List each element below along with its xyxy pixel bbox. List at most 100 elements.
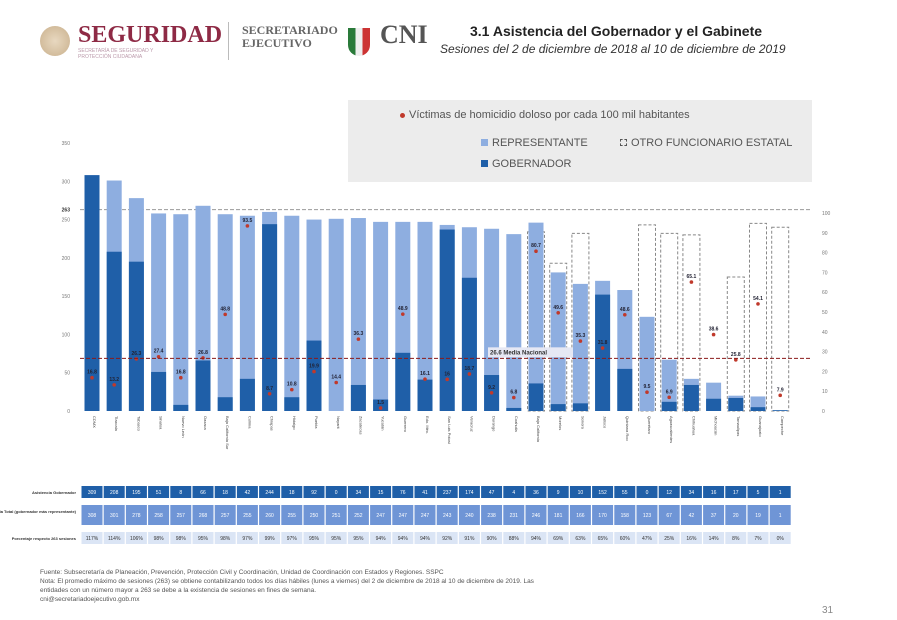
table-cell — [303, 486, 325, 498]
table-cell — [214, 486, 236, 498]
table-cell — [103, 532, 125, 544]
table-cell — [636, 532, 658, 544]
state-label: Guerrero — [403, 416, 408, 433]
state-label: Veracruz — [469, 416, 474, 432]
table-cell-value: 4 — [512, 490, 515, 496]
right-axis-tick: 70 — [822, 270, 828, 276]
gobernador-bar — [128, 261, 144, 411]
table-cell — [170, 532, 192, 544]
page-title: 3.1 Asistencia del Gobernador y el Gabin… — [470, 23, 763, 39]
table-cell — [636, 486, 658, 498]
table-cell-value: 16% — [686, 536, 697, 542]
gobernador-bar — [262, 224, 278, 411]
homicide-label: 7.9 — [777, 387, 784, 393]
table-cell-value: 257 — [221, 513, 230, 519]
otro-funcionario-bar — [726, 276, 745, 412]
table-cell — [347, 532, 369, 544]
homicide-point — [778, 393, 782, 398]
table-cell — [370, 505, 392, 525]
state-label: Nuevo León — [181, 416, 186, 438]
gobernador-bar — [661, 401, 677, 411]
homicide-label: 16.1 — [420, 371, 430, 377]
table-cell-value: 90% — [487, 536, 498, 542]
table-cell — [259, 532, 281, 544]
swatch-icon — [481, 139, 488, 146]
dashed-swatch-icon — [620, 139, 627, 146]
representante-bar — [373, 221, 389, 411]
table-cell-value: 247 — [376, 513, 385, 519]
table-cell — [236, 505, 258, 525]
homicide-point — [112, 383, 116, 387]
table-cell — [347, 505, 369, 525]
table-cell-value: 181 — [554, 513, 563, 519]
table-cell-value: 117% — [86, 536, 99, 542]
dot-icon — [400, 113, 405, 118]
table-cell-value: 246 — [532, 513, 541, 519]
table-cell — [170, 505, 192, 525]
homicide-point — [645, 390, 649, 394]
right-axis-tick: 80 — [822, 251, 828, 257]
table-cell — [680, 505, 702, 525]
left-axis-tick: 350 — [62, 141, 71, 147]
homicide-label: 35.3 — [576, 333, 586, 339]
state-label: San Luis Potosí — [447, 416, 452, 445]
gobernador-bar — [439, 229, 455, 411]
representante-bar — [350, 218, 366, 411]
table-cell — [192, 486, 214, 498]
table-cell — [414, 532, 436, 544]
homicide-point — [467, 372, 472, 376]
table-cell — [125, 505, 147, 525]
table-cell-value: 8% — [732, 536, 740, 542]
table-cell — [192, 532, 214, 544]
table-cell — [303, 532, 325, 544]
homicide-point — [423, 377, 427, 381]
table-cell-value: 37 — [711, 513, 717, 519]
table-cell — [436, 505, 458, 525]
table-cell-value: 244 — [265, 490, 274, 496]
gobernador-bar — [306, 340, 322, 411]
homicide-label: 6.9 — [666, 389, 673, 395]
shield-logo-icon — [348, 28, 370, 56]
table-cell-value: 42 — [245, 490, 251, 496]
gobernador-bar — [728, 397, 744, 411]
table-cell — [347, 486, 369, 498]
right-axis-tick: 60 — [822, 290, 828, 296]
homicide-point — [689, 280, 694, 284]
table-cell — [769, 505, 791, 525]
gobernador-bar — [395, 352, 411, 411]
table-cell-value: 301 — [110, 513, 119, 519]
footnote: Fuente: Subsecretaría de Planeación, Pre… — [40, 568, 800, 604]
state-label: Tabasco — [136, 416, 141, 432]
table-cell — [703, 532, 725, 544]
state-label: Oaxaca — [203, 416, 208, 431]
table-cell-value: 95% — [309, 536, 320, 542]
table-cell — [281, 505, 303, 525]
homicide-label: 93.5 — [243, 218, 253, 224]
table-cell — [281, 486, 303, 498]
state-label: Aguascalientes — [669, 416, 674, 443]
homicide-label: 65.1 — [687, 274, 697, 280]
homicide-point — [711, 332, 716, 337]
table-cell — [103, 505, 125, 525]
table-cell-value: 25% — [664, 536, 675, 542]
table-cell — [614, 505, 636, 525]
homicide-label: 6.8 — [510, 390, 517, 396]
table-cell — [236, 532, 258, 544]
table-cell-value: 41 — [422, 490, 428, 496]
table-cell — [259, 486, 281, 498]
table-cell-value: 5 — [757, 490, 760, 496]
table-cell — [747, 486, 769, 498]
table-cell-value: 60% — [620, 536, 631, 542]
table-cell-value: 1 — [779, 490, 782, 496]
homicide-point — [734, 358, 738, 362]
table-cell — [569, 532, 591, 544]
table-cell-value: 76 — [400, 490, 406, 496]
table-cell-value: 238 — [487, 513, 496, 519]
table-cell — [392, 505, 414, 525]
table-cell-value: 247 — [421, 513, 430, 519]
table-cell — [769, 532, 791, 544]
left-axis-tick: 100 — [62, 332, 71, 338]
left-axis-tick: 300 — [62, 179, 71, 185]
homicide-label: 48.9 — [398, 306, 408, 312]
homicide-point — [623, 312, 627, 317]
